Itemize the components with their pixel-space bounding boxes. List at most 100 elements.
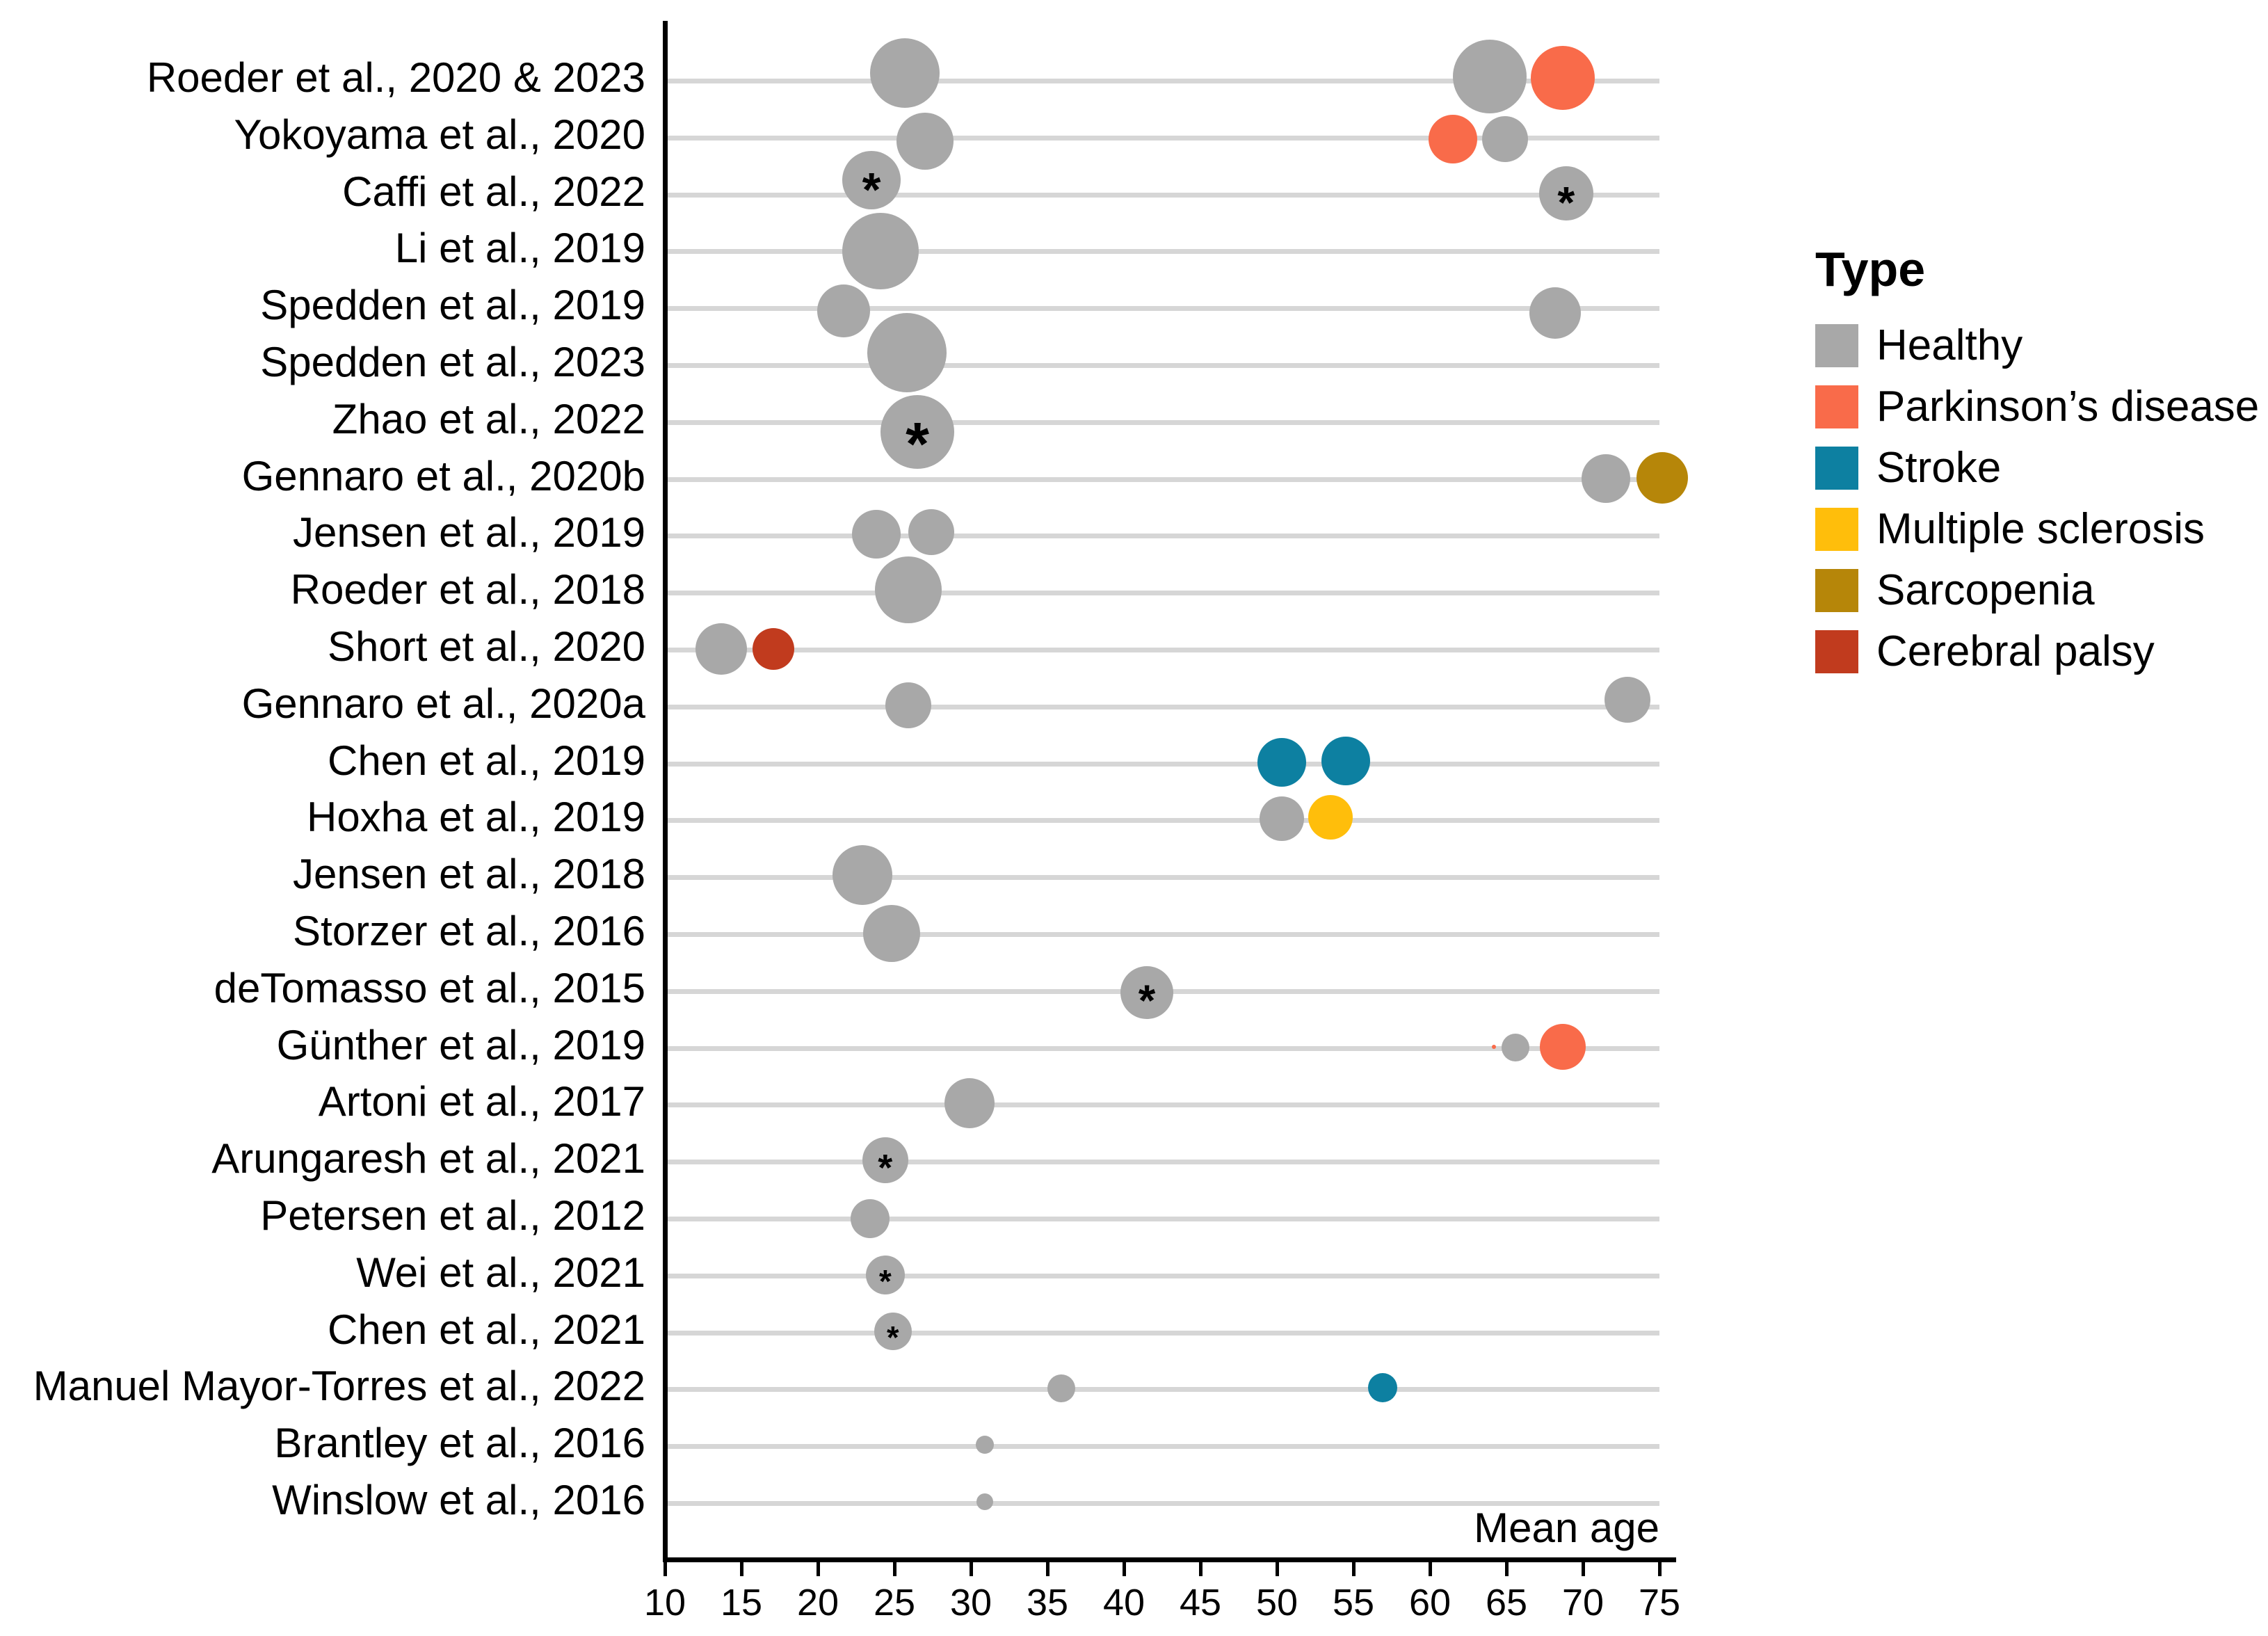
gridline [665, 192, 1659, 198]
row-label: Short et al., 2020 [328, 623, 645, 670]
significance-asterisk: * [878, 1262, 892, 1299]
gridline [665, 1160, 1659, 1165]
bubble-healthy: * [865, 1255, 905, 1299]
row-label: Chen et al., 2021 [327, 1306, 645, 1353]
significance-asterisk: * [1138, 976, 1156, 1025]
row-label: Li et al., 2019 [394, 225, 645, 272]
gridline [665, 704, 1659, 709]
axis-tick [1352, 1562, 1356, 1576]
axis-tick-label: 55 [1332, 1582, 1375, 1623]
gridline [665, 1102, 1659, 1108]
legend-label-sarcopenia: Sarcopenia [1876, 566, 2095, 614]
bubble-healthy [976, 1493, 993, 1510]
row-label: deTomasso et al., 2015 [214, 964, 645, 1011]
axis-tick-label: 50 [1255, 1582, 1298, 1623]
bubble-healthy [885, 682, 931, 728]
gridline [665, 591, 1659, 596]
legend-label-parkinsons: Parkinson’s disease [1876, 383, 2260, 431]
row-label: Chen et al., 2019 [327, 737, 645, 784]
legend-swatch-parkinsons [1815, 385, 1858, 428]
bubble-healthy [842, 213, 919, 290]
bubble-parkinsons [1492, 1044, 1497, 1049]
bubble-healthy [850, 1199, 890, 1238]
axis-tick [970, 1562, 973, 1576]
row-label: Brantley et al., 2016 [274, 1420, 645, 1467]
legend-item-parkinsons: Parkinson’s disease [1815, 384, 2259, 430]
x-axis-title: Mean age [1474, 1505, 1659, 1551]
gridline [665, 875, 1659, 881]
axis-tick-label: 35 [1026, 1582, 1069, 1623]
gridline [665, 476, 1659, 482]
bubble-parkinsons [1540, 1023, 1586, 1070]
row-label: Jensen et al., 2018 [292, 851, 645, 898]
significance-asterisk: * [906, 410, 929, 478]
gridline [665, 818, 1659, 824]
bubble-healthy: * [842, 150, 901, 214]
significance-asterisk: * [862, 162, 881, 216]
bubble-healthy [874, 556, 942, 624]
bubble-healthy [851, 510, 901, 559]
bubble-healthy: * [862, 1137, 908, 1187]
legend-label-healthy: Healthy [1876, 321, 2023, 369]
row-label: Roeder et al., 2020 & 2023 [146, 54, 645, 101]
legend-swatch-sarcopenia [1815, 569, 1858, 612]
bubble-healthy [975, 1436, 994, 1454]
axis-tick [1582, 1562, 1585, 1576]
row-label: Caffi et al., 2022 [342, 168, 645, 215]
legend: Type Healthy Parkinson’s disease Stroke Mul… [1815, 245, 2267, 732]
bubble-sarcopenia [1636, 451, 1689, 504]
bubble-healthy [817, 284, 871, 338]
axis-tick-label: 20 [796, 1582, 839, 1623]
axis-tick-label: 40 [1102, 1582, 1145, 1623]
bubble-healthy [1502, 1033, 1530, 1061]
bubble-parkinsons [1531, 46, 1595, 110]
legend-label-cp: Cerebral palsy [1876, 627, 2155, 675]
legend-swatch-cp [1815, 630, 1858, 673]
row-label: Petersen et al., 2012 [260, 1192, 645, 1239]
legend-swatch-stroke [1815, 447, 1858, 490]
bubble-healthy: * [1120, 965, 1173, 1023]
row-label: Zhao et al., 2022 [332, 395, 645, 442]
gridline [665, 1045, 1659, 1051]
bubble-healthy: * [1538, 166, 1593, 224]
row-label: Gennaro et al., 2020b [241, 452, 645, 499]
bubble-healthy: * [880, 394, 954, 474]
axis-tick [663, 1562, 667, 1576]
axis-tick [817, 1562, 820, 1576]
gridline [665, 1330, 1659, 1336]
bubble-healthy [1582, 454, 1630, 503]
row-label: Artoni et al., 2017 [318, 1078, 645, 1125]
row-label: Wei et al., 2021 [356, 1249, 645, 1296]
row-label: Roeder et al., 2018 [290, 566, 645, 614]
gridline [665, 1387, 1659, 1393]
significance-asterisk: * [1557, 177, 1575, 227]
bubble-healthy [908, 509, 954, 556]
axis-tick-label: 30 [949, 1582, 992, 1623]
gridline [665, 648, 1659, 652]
bubble-stroke [1257, 737, 1306, 787]
row-label: Gennaro et al., 2020a [241, 680, 645, 727]
row-label: Winslow et al., 2016 [272, 1477, 645, 1523]
axis-tick-label: 60 [1408, 1582, 1451, 1623]
gridline [665, 534, 1659, 539]
axis-tick-label: 65 [1485, 1582, 1528, 1623]
axis-tick [893, 1562, 896, 1576]
axis-tick-label: 15 [720, 1582, 763, 1623]
axis-tick [1658, 1562, 1662, 1576]
gridline [665, 79, 1659, 83]
row-label: Arungaresh et al., 2021 [211, 1135, 645, 1182]
significance-asterisk: * [878, 1146, 893, 1189]
gridline [665, 135, 1659, 141]
gridline [665, 1273, 1659, 1278]
legend-item-ms: Multiple sclerosis [1815, 506, 2205, 552]
gridline [665, 1501, 1659, 1506]
row-label: Yokoyama et al., 2020 [234, 111, 645, 158]
bubble-healthy [1604, 676, 1650, 723]
legend-label-stroke: Stroke [1876, 444, 2002, 492]
legend-swatch-ms [1815, 508, 1858, 551]
axis-tick [1429, 1562, 1432, 1576]
legend-title: Type [1815, 242, 1926, 296]
gridline [665, 1444, 1659, 1450]
axis-tick [740, 1562, 743, 1576]
